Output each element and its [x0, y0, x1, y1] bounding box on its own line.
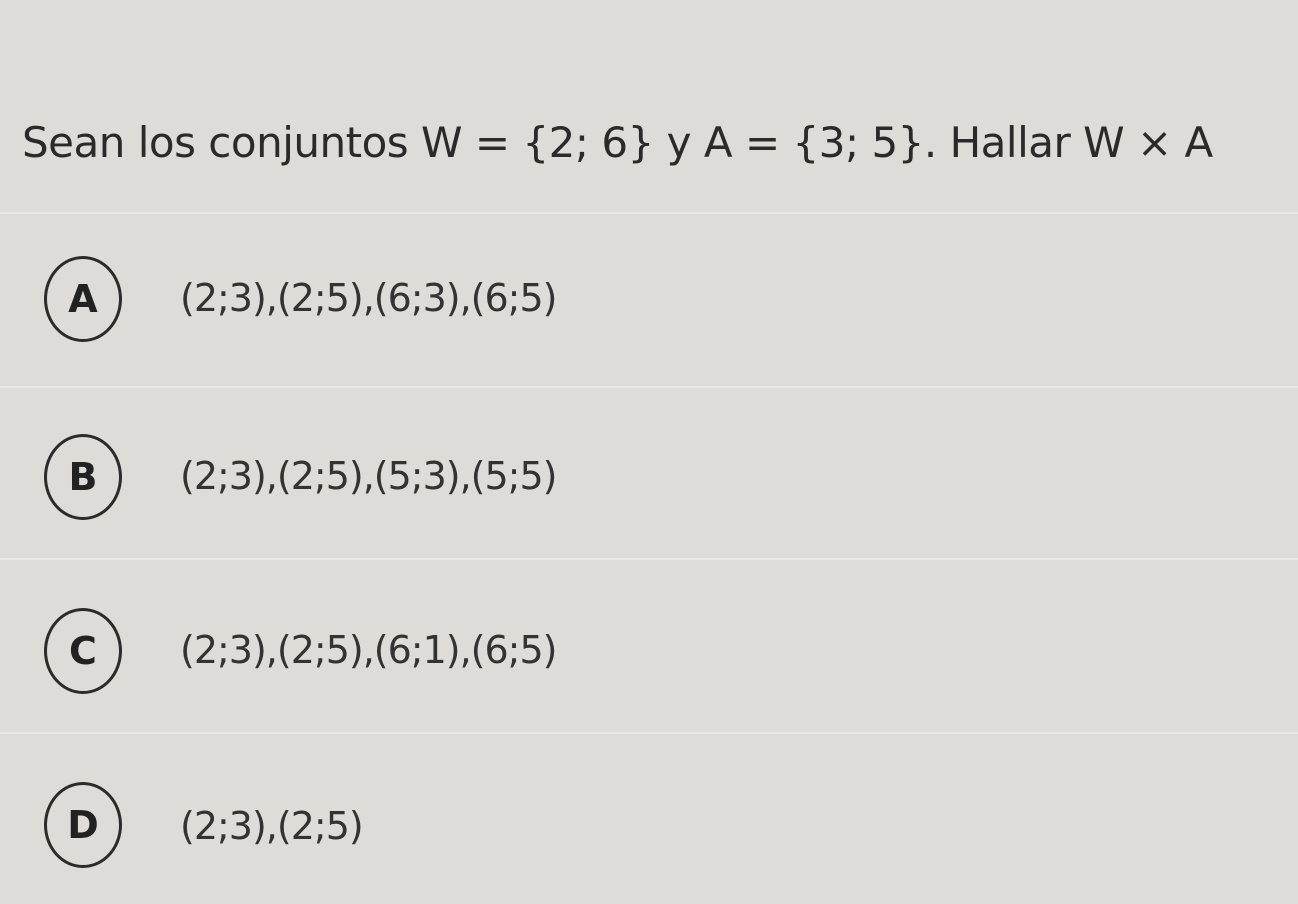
option-b[interactable]: B (2;3),(2;5),(5;3),(5;5): [0, 386, 1298, 558]
option-text-d: (2;3),(2;5): [180, 804, 364, 848]
option-letter-b[interactable]: B: [44, 434, 122, 520]
option-a[interactable]: A (2;3),(2;5),(6;3),(6;5): [0, 212, 1298, 384]
option-d[interactable]: D (2;3),(2;5): [0, 732, 1298, 904]
option-text-a: (2;3),(2;5),(6;3),(6;5): [180, 276, 557, 320]
option-text-b: (2;3),(2;5),(5;3),(5;5): [180, 454, 557, 498]
option-letter-a[interactable]: A: [44, 256, 122, 342]
option-c[interactable]: C (2;3),(2;5),(6;1),(6;5): [0, 558, 1298, 730]
question-text: Sean los conjuntos W = {2; 6} y A = {3; …: [22, 118, 1213, 167]
option-text-c: (2;3),(2;5),(6;1),(6;5): [180, 628, 557, 672]
option-letter-c[interactable]: C: [44, 608, 122, 694]
option-letter-d[interactable]: D: [44, 782, 122, 868]
